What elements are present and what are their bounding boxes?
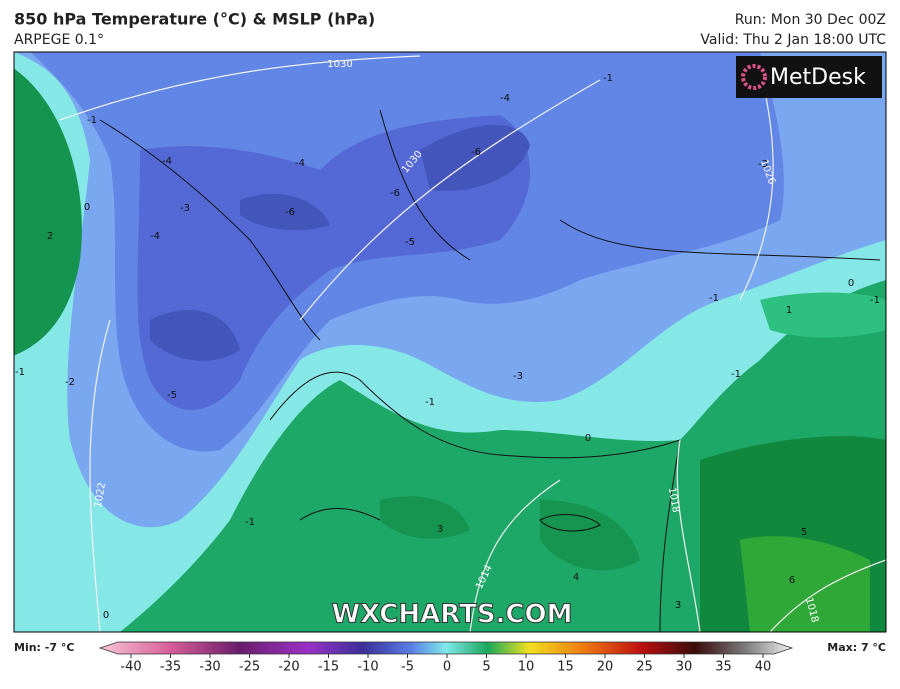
map-label: -1 — [731, 369, 741, 380]
map-label: -3 — [758, 159, 768, 170]
map-label: -2 — [65, 377, 75, 388]
logo: MetDesk — [736, 56, 882, 98]
temperature-labels: -4 -6 -6 -6 -5 -4 -4 -3 -4 -5 -1 0 -2 -1… — [15, 73, 880, 621]
valid-time: Valid: Thu 2 Jan 18:00 UTC — [700, 32, 886, 48]
map-label: 6 — [789, 575, 795, 586]
model: ARPEGE 0.1° — [14, 32, 104, 48]
map-label: 1 — [786, 305, 792, 316]
map-label: -1 — [709, 293, 719, 304]
map-label: -1 — [87, 115, 97, 126]
colorbar-tick-label: -10 — [357, 660, 378, 675]
colorbar-tick-label: 5 — [482, 660, 490, 675]
map-label: -1 — [425, 397, 435, 408]
map-label: -1 — [870, 295, 880, 306]
map-label: -1 — [15, 367, 25, 378]
colorbar-tick-label: -25 — [239, 660, 260, 675]
colorbar — [98, 641, 794, 655]
map-label: -5 — [405, 237, 415, 248]
map-label: 4 — [573, 572, 579, 583]
colorbar-tick-label: -40 — [120, 660, 141, 675]
isobar-label: 1018 — [666, 487, 681, 514]
map-label: 0 — [84, 202, 90, 213]
map-frame — [13, 51, 887, 633]
watermark: WXCHARTS.COM — [331, 600, 572, 630]
colorbar-tick-label: 15 — [557, 660, 574, 675]
colorbar-tick-label: -5 — [401, 660, 414, 675]
map-label: 2 — [47, 231, 53, 242]
map-label: -6 — [285, 207, 295, 218]
max-label: Max: 7 °C — [827, 641, 886, 654]
colorbar-ticks: -40 -35 -30 -25 -20 -15 -10 -5 0 5 10 15 20 25 30 35 40 — [120, 654, 771, 675]
map-label: -6 — [471, 147, 481, 158]
map-label: -6 — [390, 188, 400, 199]
map-label: 0 — [585, 433, 591, 444]
colorbar-tick-label: -20 — [278, 660, 299, 675]
run-time: Run: Mon 30 Dec 00Z — [735, 12, 886, 28]
colorbar-tick-label: 25 — [636, 660, 653, 675]
colorbar-tick-label: 0 — [443, 660, 451, 675]
map-label: 3 — [437, 524, 443, 535]
map-label: 0 — [848, 278, 854, 289]
map-label: 0 — [103, 610, 109, 621]
colorbar-tick-label: 20 — [597, 660, 614, 675]
map-label: -4 — [162, 156, 172, 167]
map: -4 -6 -6 -6 -5 -4 -4 -3 -4 -5 -1 0 -2 -1… — [14, 52, 886, 632]
map-label: 5 — [801, 527, 807, 538]
colorbar-tick-label: -35 — [160, 660, 181, 675]
isobar-label: 1030 — [327, 59, 352, 70]
map-label: -3 — [180, 203, 190, 214]
map-label: -4 — [295, 158, 305, 169]
map-label: -1 — [603, 73, 613, 84]
logo-text: MetDesk — [770, 65, 866, 90]
map-label: -1 — [245, 517, 255, 528]
colorbar-tick-label: 35 — [715, 660, 732, 675]
isobar-label: 1022 — [93, 482, 108, 509]
colorbar-tick-label: 30 — [676, 660, 693, 675]
map-label: -4 — [150, 231, 160, 242]
colorbar-tick-label: -30 — [199, 660, 220, 675]
map-label: -3 — [513, 371, 523, 382]
colorbar-tick-label: -15 — [318, 660, 339, 675]
map-label: 3 — [675, 600, 681, 611]
title: 850 hPa Temperature (°C) & MSLP (hPa) — [14, 10, 375, 29]
map-label: -4 — [500, 93, 510, 104]
min-label: Min: -7 °C — [14, 641, 74, 654]
map-label: -5 — [167, 390, 177, 401]
colorbar-tick-label: 10 — [518, 660, 535, 675]
colorbar-tick-label: 40 — [755, 660, 772, 675]
